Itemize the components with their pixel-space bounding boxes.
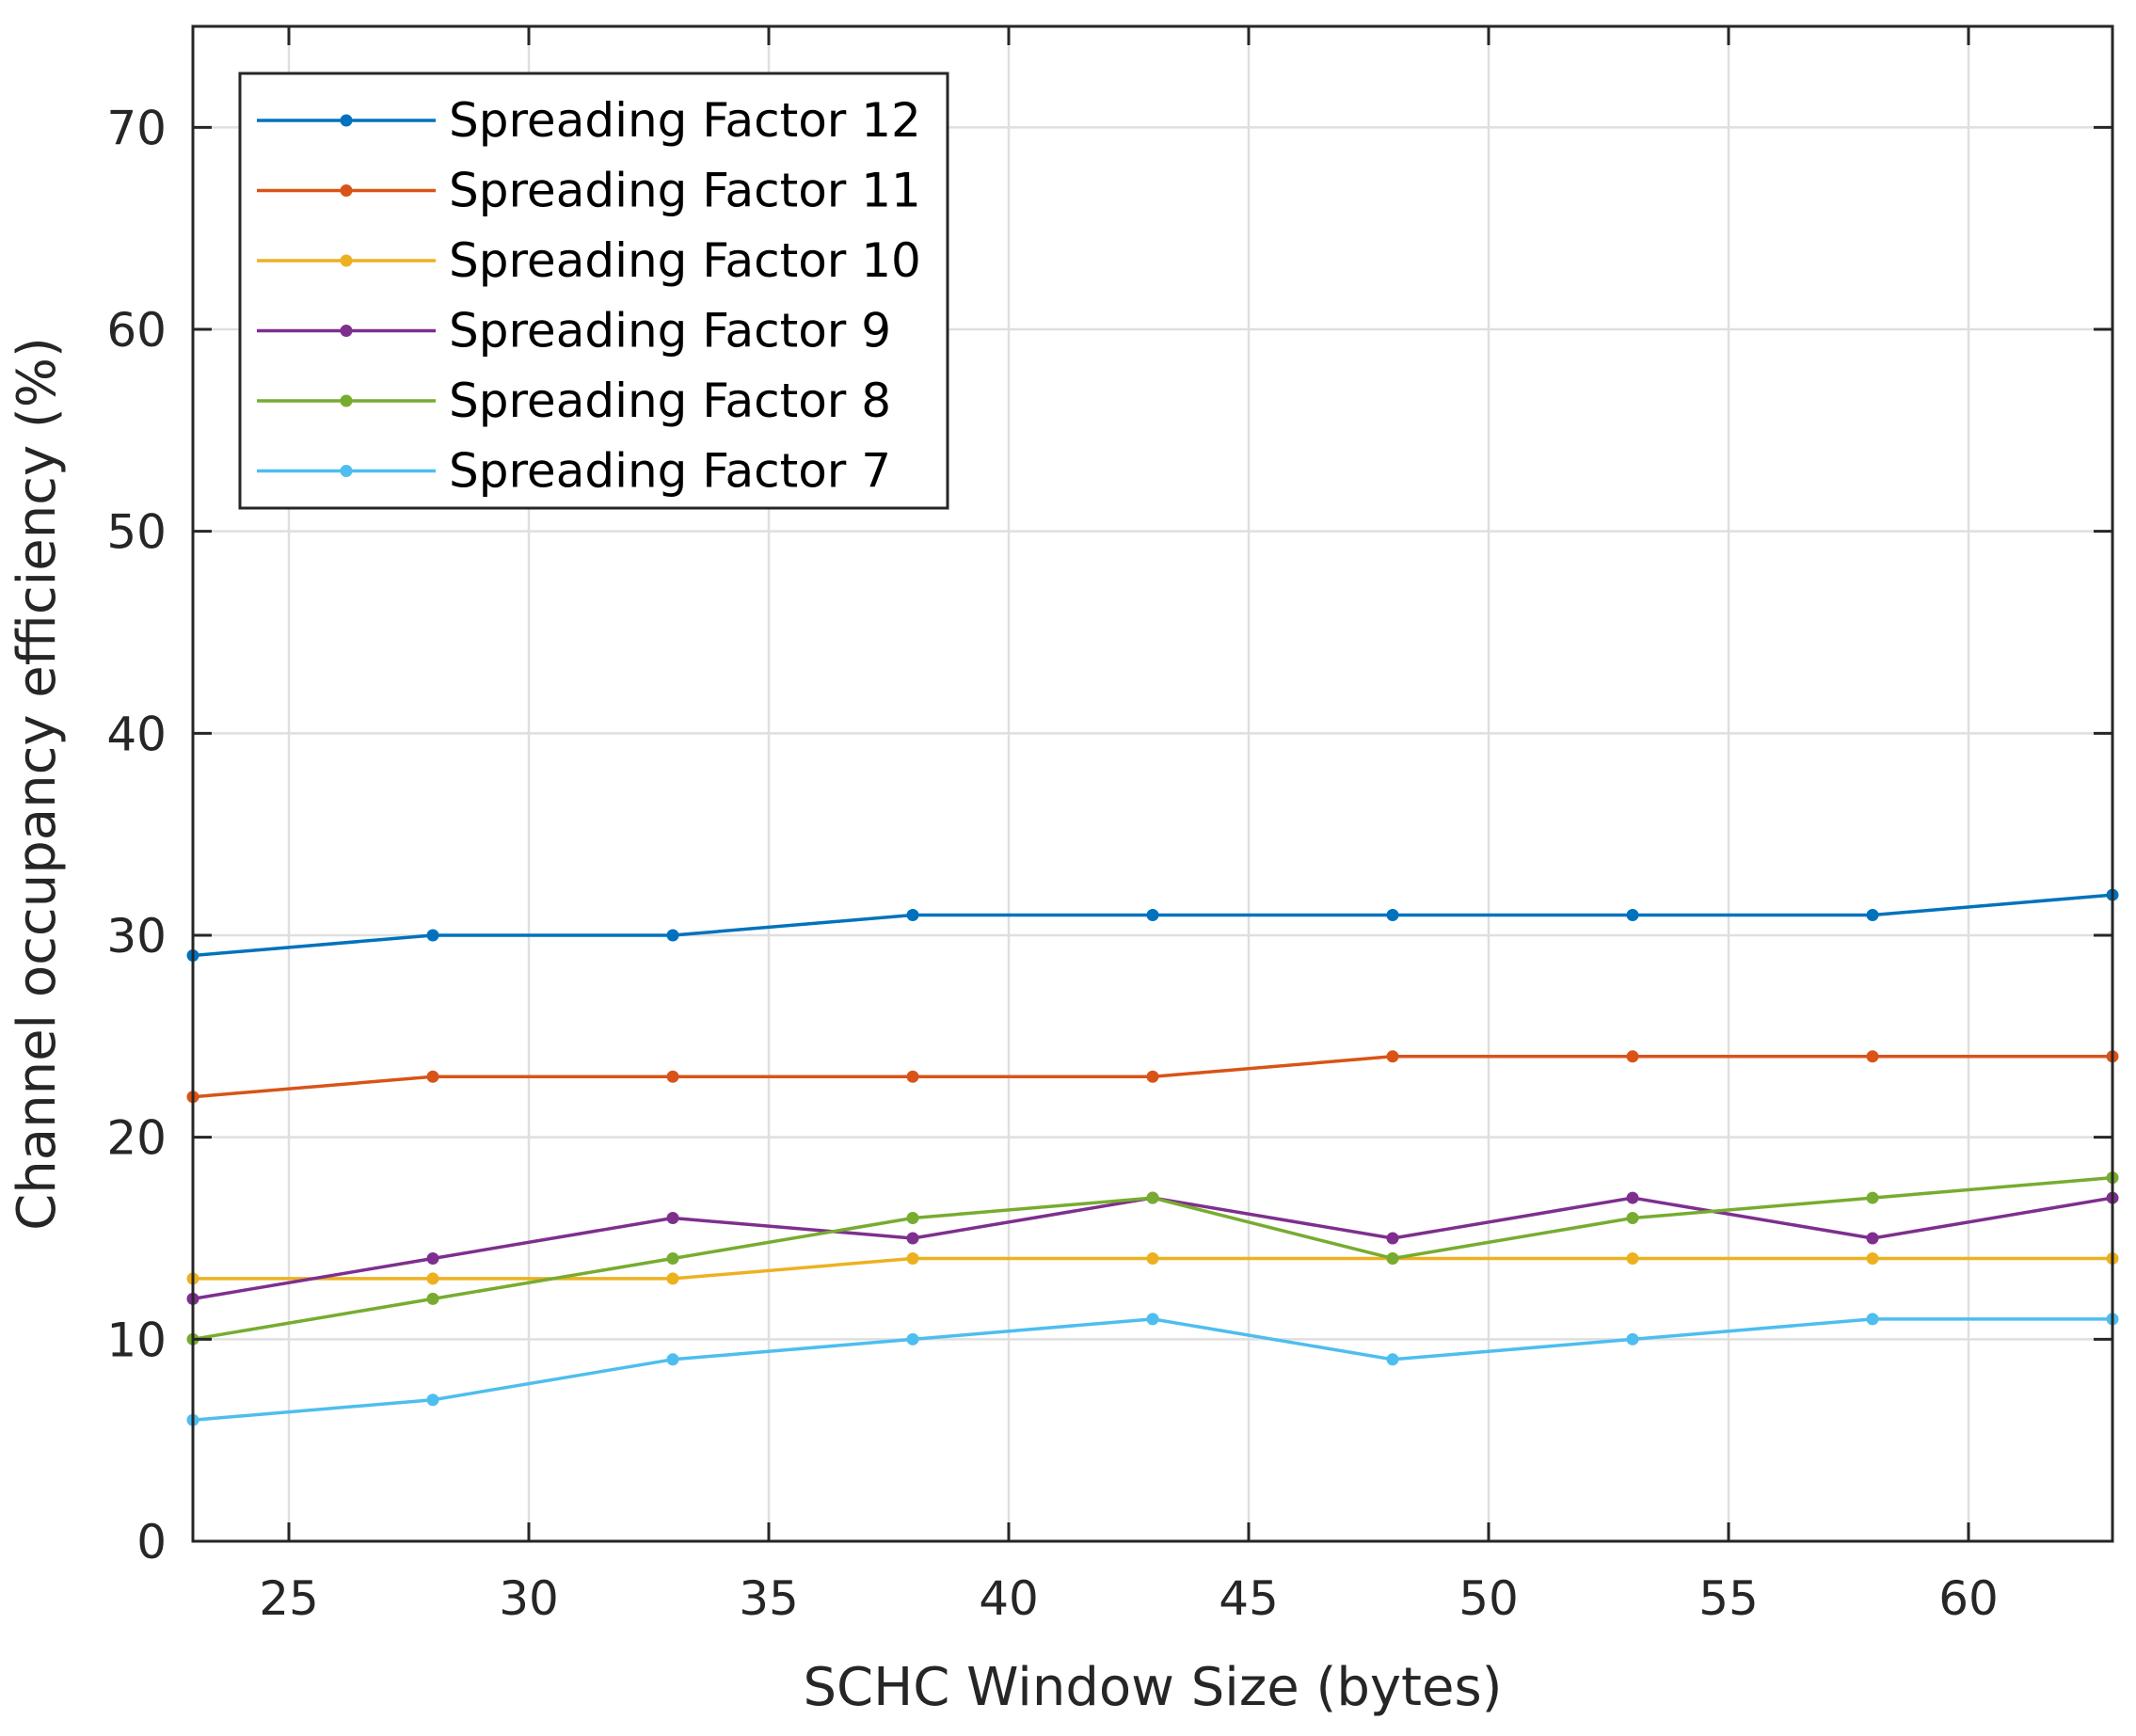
x-tick-label: 25 (259, 1571, 319, 1626)
legend-swatch-marker (340, 184, 353, 197)
x-axis-title: SCHC Window Size (bytes) (804, 1657, 1503, 1718)
x-tick-label: 30 (499, 1571, 559, 1626)
legend-entry-3: Spreading Factor 10 (257, 233, 921, 288)
x-tick-label: 45 (1219, 1571, 1279, 1626)
y-tick-label: 50 (106, 505, 167, 560)
y-axis-title: Channel occupancy efficiency (%) (7, 337, 68, 1231)
data-point (666, 1070, 679, 1083)
data-point (426, 929, 439, 942)
y-tick-label: 40 (106, 707, 167, 761)
legend-swatch-marker (340, 465, 353, 477)
data-point (666, 1353, 679, 1366)
data-point (1146, 1251, 1159, 1265)
y-tick-label: 20 (106, 1111, 167, 1166)
data-point (1626, 1212, 1639, 1225)
legend-label: Spreading Factor 11 (449, 164, 921, 218)
data-point (906, 1070, 919, 1083)
data-point (906, 1251, 919, 1265)
data-point (1386, 1232, 1399, 1245)
axes (191, 24, 2114, 1543)
legend-entry-6: Spreading Factor 7 (257, 444, 891, 499)
data-point (1146, 1070, 1159, 1083)
series-lines (186, 888, 2119, 1426)
legend-box (238, 72, 949, 510)
data-point (426, 1292, 439, 1305)
legend-label: Spreading Factor 12 (449, 93, 921, 148)
plot-frame (191, 24, 2114, 1543)
data-point (1146, 1313, 1159, 1326)
data-point (1866, 1251, 1879, 1265)
data-point (1386, 1050, 1399, 1063)
legend-entry-4: Spreading Factor 9 (257, 304, 891, 358)
data-point (1386, 1251, 1399, 1265)
data-point (1626, 1050, 1639, 1063)
series-1 (186, 888, 2119, 962)
legend-label: Spreading Factor 10 (449, 233, 921, 288)
data-point (426, 1070, 439, 1083)
x-tick-label: 40 (979, 1571, 1039, 1626)
legend-swatch-marker (340, 394, 353, 407)
x-tick-label: 35 (739, 1571, 799, 1626)
data-point (426, 1251, 439, 1265)
data-point (1626, 1251, 1639, 1265)
series-2 (186, 1050, 2119, 1104)
data-point (1866, 1191, 1879, 1204)
legend: Spreading Factor 12 Spreading Factor 11 Sp… (238, 72, 949, 510)
data-point (1626, 1332, 1639, 1346)
legend-swatch-marker (340, 254, 353, 267)
legend-entry-5: Spreading Factor 8 (257, 374, 891, 428)
legend-swatch-marker (340, 114, 353, 127)
legend-label: Spreading Factor 7 (449, 444, 891, 499)
data-point (666, 1272, 679, 1285)
data-point (1386, 1353, 1399, 1366)
series-5 (186, 1171, 2119, 1346)
data-point (666, 1212, 679, 1225)
y-tick-label: 0 (136, 1515, 167, 1569)
legend-label: Spreading Factor 8 (449, 374, 891, 428)
data-point (426, 1394, 439, 1407)
data-point (1146, 909, 1159, 922)
x-tick-label: 50 (1459, 1571, 1519, 1626)
y-tick-label: 10 (106, 1313, 167, 1367)
data-point (1626, 909, 1639, 922)
data-point (906, 1212, 919, 1225)
series-3 (186, 1251, 2119, 1285)
x-tick-label: 55 (1698, 1571, 1759, 1626)
data-point (906, 1232, 919, 1245)
y-tick-label: 60 (106, 303, 167, 358)
data-point (666, 929, 679, 942)
data-point (666, 1251, 679, 1265)
data-point (1866, 1313, 1879, 1326)
x-tick-label: 60 (1938, 1571, 1999, 1626)
data-point (1866, 909, 1879, 922)
y-tick-label: 30 (106, 909, 167, 964)
legend-entry-2: Spreading Factor 11 (257, 164, 921, 218)
legend-entry-1: Spreading Factor 12 (257, 93, 921, 148)
data-point (1866, 1050, 1879, 1063)
y-tick-label: 70 (106, 101, 167, 155)
legend-swatch-marker (340, 325, 353, 337)
data-point (906, 1332, 919, 1346)
data-point (1386, 909, 1399, 922)
data-point (1866, 1232, 1879, 1245)
legend-label: Spreading Factor 9 (449, 304, 891, 358)
data-point (426, 1272, 439, 1285)
data-point (1146, 1191, 1159, 1204)
data-point (1626, 1191, 1639, 1204)
series-6 (186, 1313, 2119, 1426)
tick-labels: 25 30 35 40 45 50 55 60 0 10 20 30 40 50 60 70 (106, 101, 1998, 1626)
data-point (906, 909, 919, 922)
